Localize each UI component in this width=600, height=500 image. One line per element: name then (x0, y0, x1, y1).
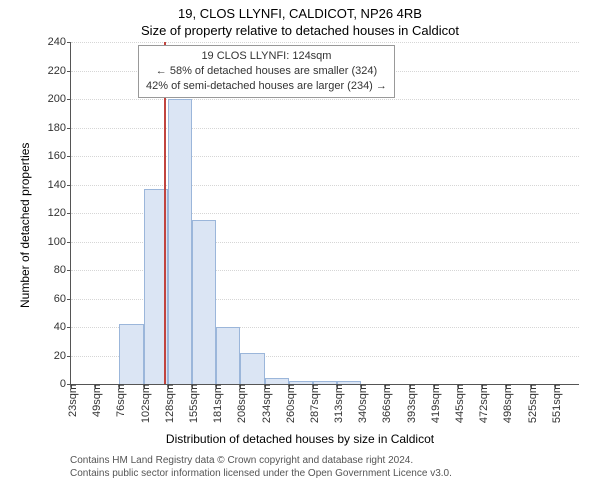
annotation-line-3: 42% of semi-detached houses are larger (… (146, 79, 387, 94)
x-tick-label: 287sqm (305, 384, 321, 423)
x-tick-label: 366sqm (377, 384, 393, 423)
y-tick-label: 220 (48, 65, 71, 77)
histogram-bar (240, 353, 264, 384)
x-tick-label: 393sqm (402, 384, 418, 423)
grid-line (71, 42, 579, 43)
x-tick-label: 155sqm (184, 384, 200, 423)
grid-line (71, 185, 579, 186)
histogram-bar (216, 327, 240, 384)
x-tick-label: 551sqm (547, 384, 563, 423)
annotation-box: 19 CLOS LLYNFI: 124sqm ← 58% of detached… (138, 45, 395, 98)
x-tick-label: 445sqm (450, 384, 466, 423)
y-tick-label: 120 (48, 207, 71, 219)
histogram-bar (119, 324, 143, 384)
footer-attribution: Contains HM Land Registry data © Crown c… (70, 454, 452, 480)
y-tick-label: 180 (48, 122, 71, 134)
x-tick-label: 340sqm (353, 384, 369, 423)
grid-line (71, 99, 579, 100)
page-title: 19, CLOS LLYNFI, CALDICOT, NP26 4RB (0, 6, 600, 21)
grid-line (71, 128, 579, 129)
footer-line-1: Contains HM Land Registry data © Crown c… (70, 454, 452, 467)
annotation-line-2: ← 58% of detached houses are smaller (32… (146, 64, 387, 79)
y-tick-label: 40 (54, 321, 71, 333)
y-tick-label: 140 (48, 179, 71, 191)
y-tick-label: 200 (48, 93, 71, 105)
x-tick-label: 525sqm (523, 384, 539, 423)
x-tick-label: 498sqm (498, 384, 514, 423)
page-subtitle: Size of property relative to detached ho… (0, 23, 600, 38)
y-axis-label: Number of detached properties (18, 143, 32, 308)
x-tick-label: 128sqm (160, 384, 176, 423)
y-tick-label: 60 (54, 293, 71, 305)
y-tick-label: 80 (54, 264, 71, 276)
footer-line-2: Contains public sector information licen… (70, 467, 452, 480)
annotation-line-1: 19 CLOS LLYNFI: 124sqm (146, 49, 387, 64)
x-tick-label: 472sqm (474, 384, 490, 423)
x-tick-label: 181sqm (208, 384, 224, 423)
x-tick-label: 76sqm (111, 384, 127, 417)
y-tick-label: 240 (48, 36, 71, 48)
y-tick-label: 20 (54, 350, 71, 362)
histogram-bar (168, 99, 192, 384)
x-tick-label: 234sqm (257, 384, 273, 423)
histogram-bar (192, 220, 216, 384)
y-tick-label: 160 (48, 150, 71, 162)
x-tick-label: 313sqm (329, 384, 345, 423)
x-tick-label: 419sqm (426, 384, 442, 423)
y-tick-label: 100 (48, 236, 71, 248)
x-axis-label: Distribution of detached houses by size … (0, 432, 600, 446)
x-tick-label: 102sqm (136, 384, 152, 423)
x-tick-label: 208sqm (232, 384, 248, 423)
grid-line (71, 156, 579, 157)
x-tick-label: 23sqm (63, 384, 79, 417)
x-tick-label: 260sqm (281, 384, 297, 423)
x-tick-label: 49sqm (87, 384, 103, 417)
